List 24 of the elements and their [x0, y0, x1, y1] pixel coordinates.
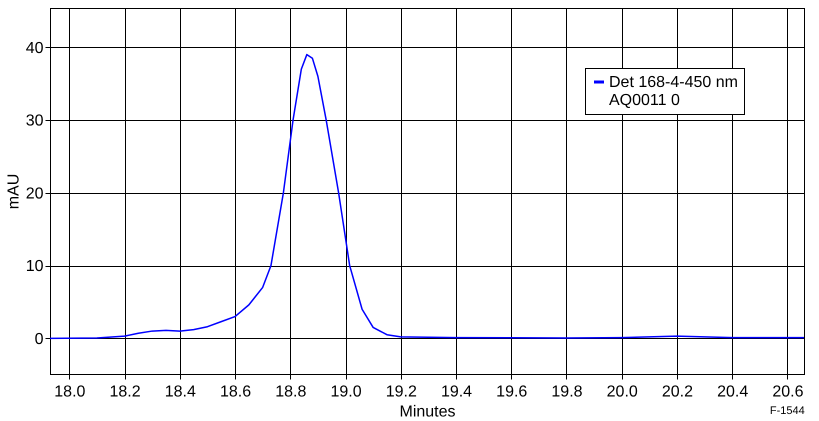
x-tick-label: 18.0	[54, 384, 86, 400]
legend-label: Det 168-4-450 nm AQ0011 0	[609, 74, 738, 109]
y-axis-title: mAU	[6, 174, 23, 210]
x-tick-label: 19.8	[551, 384, 583, 400]
x-tick-label: 19.2	[386, 384, 417, 400]
y-tick-label: 10	[26, 258, 44, 276]
y-tick-label: 0	[34, 330, 44, 348]
line-series	[49, 54, 805, 340]
x-tick-label: 19.4	[440, 384, 472, 400]
x-tick-label: 20.6	[772, 384, 804, 400]
x-axis-title: Minutes	[399, 404, 456, 420]
y-tick-label: 20	[26, 185, 44, 202]
x-tick-label: 18.4	[164, 384, 196, 400]
y-tick-label: 30	[26, 112, 44, 130]
x-tick-label: 20.0	[606, 384, 638, 400]
x-tick-label: 18.2	[110, 384, 141, 400]
text: F-1544	[770, 405, 805, 417]
x-tick-label: 18.8	[275, 384, 306, 400]
x-tick-label: 20.2	[662, 384, 694, 400]
x-tick-label: 18.6	[220, 384, 252, 400]
x-tick-label: 19.6	[496, 384, 528, 400]
y-tick-label: 40	[26, 40, 44, 57]
x-tick-label: 20.4	[717, 384, 748, 400]
x-tick-label: 19.0	[330, 384, 362, 400]
